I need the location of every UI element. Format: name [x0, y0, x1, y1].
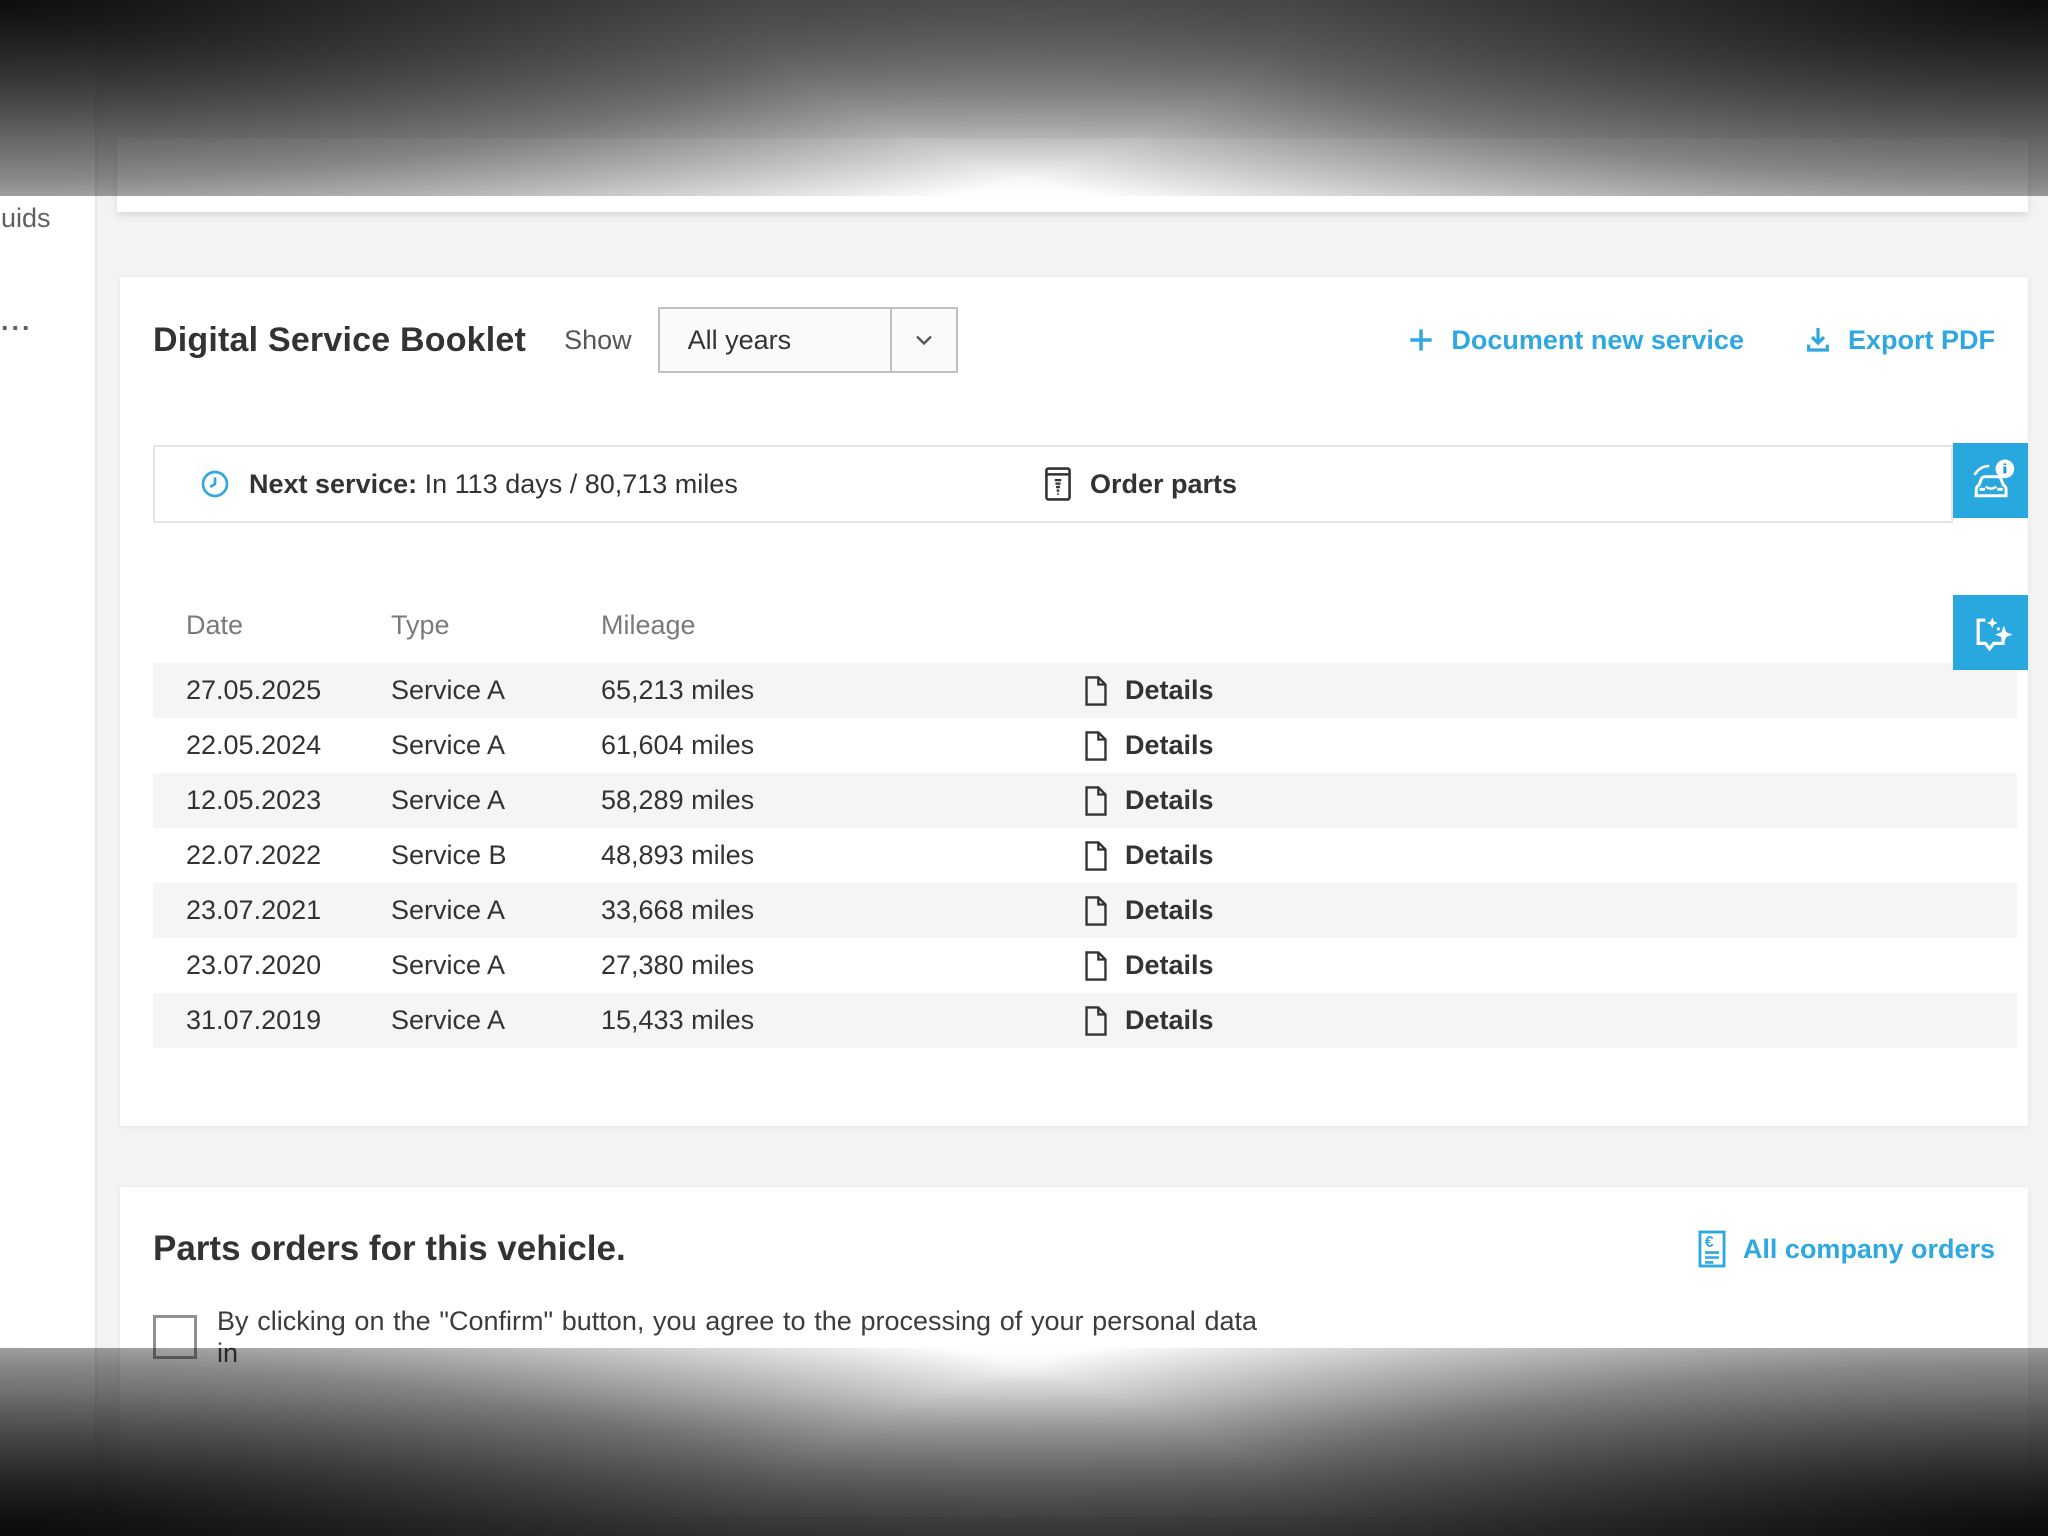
cell-date: 22.07.2022 [186, 840, 322, 870]
details-button[interactable]: Details [1083, 950, 1214, 982]
svg-text:€: € [1705, 1234, 1714, 1251]
table-row[interactable]: 23.07.2021 Service A 33,668 miles Detail… [153, 883, 2017, 938]
details-button[interactable]: Details [1083, 840, 1214, 872]
cell-mileage: 27,380 miles [601, 950, 755, 980]
column-header-date: Date [186, 610, 244, 640]
all-company-orders-label: All company orders [1742, 1233, 1995, 1264]
details-label: Details [1125, 895, 1214, 925]
next-service-label: Next service: [249, 468, 418, 499]
cell-date: 23.07.2021 [186, 895, 322, 925]
details-label: Details [1125, 1005, 1214, 1035]
parts-orders-header: Parts orders for this vehicle. € All com… [153, 1229, 1995, 1269]
invoice-icon: € [1695, 1229, 1729, 1269]
cell-type: Service A [391, 950, 506, 980]
table-row[interactable]: 23.07.2020 Service A 27,380 miles Detail… [153, 938, 2017, 993]
cell-mileage: 48,893 miles [601, 840, 755, 870]
download-icon [1802, 324, 1834, 356]
details-button[interactable]: Details [1083, 730, 1214, 762]
next-service-value: In 113 days / 80,713 miles [424, 468, 738, 499]
clock-icon [199, 468, 231, 500]
year-filter-select[interactable]: All years [657, 307, 958, 373]
details-label: Details [1125, 950, 1214, 980]
cell-date: 23.07.2020 [186, 950, 322, 980]
document-new-service-button[interactable]: Document new service [1405, 324, 1744, 356]
details-button[interactable]: Details [1083, 1005, 1214, 1037]
all-company-orders-button[interactable]: € All company orders [1695, 1229, 1995, 1269]
table-row[interactable]: 27.05.2025 Service A 65,213 miles Detail… [153, 663, 2017, 718]
order-parts-label: Order parts [1090, 468, 1238, 499]
plus-icon [1405, 324, 1437, 356]
cell-type: Service A [391, 785, 506, 815]
document-icon [1083, 895, 1109, 927]
page-title: Digital Service Booklet [153, 320, 527, 359]
parts-orders-card: Parts orders for this vehicle. € All com… [120, 1187, 2028, 1517]
details-label: Details [1125, 785, 1214, 815]
sidebar-item-ellipsis[interactable]: ... [1, 306, 33, 336]
cell-type: Service A [391, 675, 506, 705]
export-pdf-button[interactable]: Export PDF [1802, 324, 1995, 356]
consent-text: By clicking on the "Confirm" button, you… [217, 1306, 1257, 1368]
service-history-table: Date Type Mileage 27.05.2025 Service A 6… [153, 610, 2017, 1048]
service-booklet-header: Digital Service Booklet Show All years D… [153, 305, 1995, 375]
details-label: Details [1125, 840, 1214, 870]
previous-card-edge [117, 138, 2028, 212]
next-service-bar: Next service: In 113 days / 80,713 miles… [153, 445, 1953, 523]
cell-date: 31.07.2019 [186, 1005, 322, 1035]
show-filter-label: Show [564, 324, 632, 355]
vehicle-info-button[interactable] [1953, 443, 2028, 518]
cell-mileage: 61,604 miles [601, 730, 755, 760]
consent-row: By clicking on the "Confirm" button, you… [153, 1305, 1257, 1369]
details-label: Details [1125, 675, 1214, 705]
document-icon [1083, 950, 1109, 982]
cell-mileage: 58,289 miles [601, 785, 755, 815]
details-button[interactable]: Details [1083, 785, 1214, 817]
cell-date: 22.05.2024 [186, 730, 322, 760]
column-header-mileage: Mileage [601, 610, 696, 640]
consent-checkbox[interactable] [153, 1315, 197, 1359]
header-actions: Document new service Export PDF [1405, 324, 1995, 356]
order-parts-button[interactable]: Order parts [1042, 447, 1237, 521]
column-header-type: Type [391, 610, 450, 640]
details-button[interactable]: Details [1083, 895, 1214, 927]
cell-mileage: 15,433 miles [601, 1005, 755, 1035]
document-icon [1083, 675, 1109, 707]
table-row[interactable]: 22.05.2024 Service A 61,604 miles Detail… [153, 718, 2017, 773]
cell-date: 12.05.2023 [186, 785, 322, 815]
digital-service-booklet-card: Digital Service Booklet Show All years D… [120, 277, 2028, 1126]
assistant-chat-button[interactable] [1953, 595, 2028, 670]
cell-date: 27.05.2025 [186, 675, 322, 705]
sidebar: uids ... [0, 0, 97, 1536]
chevron-down-icon [889, 309, 956, 371]
table-header-row: Date Type Mileage [153, 610, 2017, 663]
parts-orders-title: Parts orders for this vehicle. [153, 1229, 626, 1268]
chat-sparkles-icon [1967, 609, 2015, 657]
document-new-service-label: Document new service [1451, 324, 1744, 355]
cell-mileage: 33,668 miles [601, 895, 755, 925]
details-button[interactable]: Details [1083, 675, 1214, 707]
document-icon [1083, 785, 1109, 817]
document-icon [1083, 1005, 1109, 1037]
details-label: Details [1125, 730, 1214, 760]
table-row[interactable]: 22.07.2022 Service B 48,893 miles Detail… [153, 828, 2017, 883]
cell-type: Service A [391, 730, 506, 760]
document-icon [1083, 730, 1109, 762]
car-info-icon [1965, 458, 2017, 504]
sidebar-item-partial[interactable]: uids [1, 203, 51, 233]
export-pdf-label: Export PDF [1847, 324, 1995, 355]
document-icon [1083, 840, 1109, 872]
table-row[interactable]: 12.05.2023 Service A 58,289 miles Detail… [153, 773, 2017, 828]
cell-mileage: 65,213 miles [601, 675, 755, 705]
cell-type: Service A [391, 895, 506, 925]
cell-type: Service A [391, 1005, 506, 1035]
cell-type: Service B [391, 840, 507, 870]
table-row[interactable]: 31.07.2019 Service A 15,433 miles Detail… [153, 993, 2017, 1048]
year-filter-value: All years [687, 324, 792, 355]
parts-catalog-icon [1042, 466, 1074, 502]
